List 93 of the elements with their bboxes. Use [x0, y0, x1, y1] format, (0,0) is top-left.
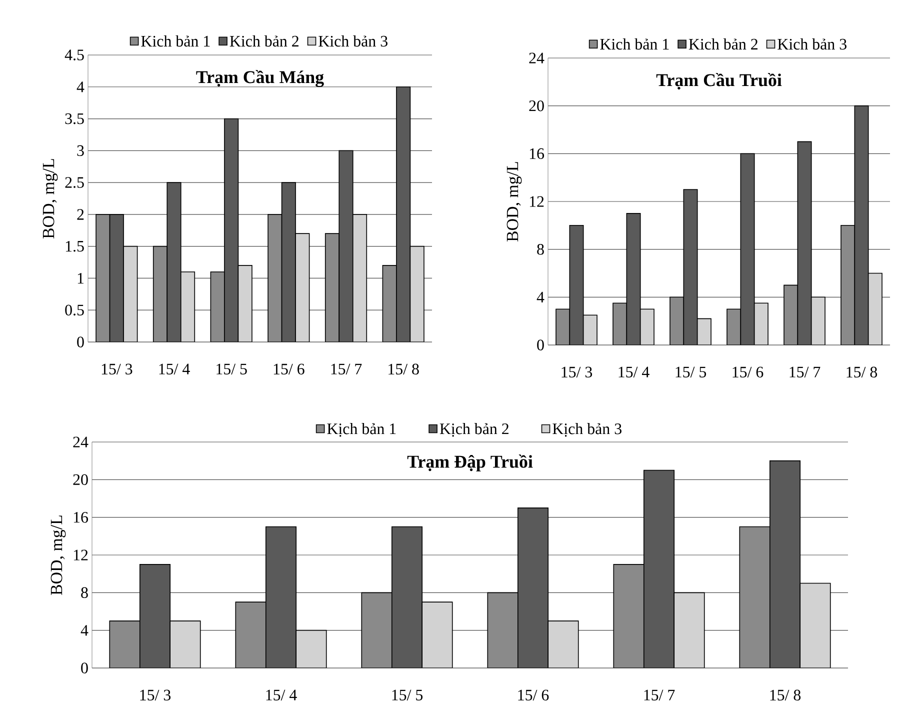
bar — [382, 265, 397, 342]
x-tick-label: 15/ 8 — [770, 690, 801, 701]
y-tick-label: 4.5 — [64, 50, 84, 60]
y-tick-label: 12 — [74, 550, 88, 560]
bar — [784, 284, 798, 345]
x-tick-label: 15/ 4 — [266, 690, 297, 700]
bar — [123, 246, 138, 342]
x-tick-label: 15/ 4 — [618, 366, 650, 378]
bar — [612, 302, 628, 345]
y-tick-label: 1.5 — [66, 240, 84, 252]
x-tick-label: 15/ 7 — [790, 366, 820, 378]
x-tick-label: 15/ 6 — [732, 366, 764, 378]
bar — [739, 526, 770, 668]
bar — [726, 308, 742, 345]
x-tick-label: 15/ 5 — [392, 690, 423, 700]
y-tick-label: 16 — [530, 148, 544, 160]
bar — [868, 272, 882, 345]
y-tick-label: 2.5 — [65, 177, 84, 188]
x-tick-label: 15/ 3 — [102, 364, 132, 374]
bar — [696, 318, 712, 345]
x-tick-label: 15/ 6 — [518, 690, 549, 700]
bar — [640, 308, 654, 345]
y-tick-label: 16 — [74, 512, 88, 523]
y-tick-label: 4 — [80, 625, 88, 636]
y-tick-label: 0 — [537, 340, 544, 350]
bar — [582, 314, 598, 345]
bar — [670, 296, 684, 345]
legend-label: Kich bản 2 — [230, 35, 298, 47]
legend-label: Kich bản 3 — [318, 35, 388, 47]
bar — [238, 265, 252, 342]
bar — [180, 271, 196, 342]
y-tick-label: 3.5 — [65, 113, 84, 124]
bar — [840, 225, 856, 345]
legend-label: Kịch bản 2 — [440, 423, 508, 437]
y-tick-label: 12 — [530, 196, 544, 207]
y-axis-title: BOD, mg/L — [42, 159, 58, 238]
x-tick-label: 15/ 7 — [331, 364, 362, 374]
y-tick-label: 8 — [537, 244, 544, 255]
x-tick-label: 15/ 3 — [562, 366, 592, 378]
y-tick-label: 8 — [81, 587, 88, 598]
legend-label: Kich bản 1 — [600, 38, 669, 50]
legend-label: Kịch bản 3 — [552, 423, 622, 437]
x-tick-label: 15/ 8 — [388, 364, 419, 375]
y-tick-label: 4 — [536, 292, 544, 302]
bar — [210, 271, 225, 342]
legend-label: Kich bản 3 — [778, 38, 846, 50]
x-tick-label: 15/ 5 — [216, 364, 247, 374]
bar — [548, 620, 579, 668]
text: Trạm Đập Truồi — [407, 454, 533, 472]
bar — [235, 602, 266, 668]
y-axis-title: BOD, mg/L — [506, 162, 522, 242]
bar — [295, 233, 310, 342]
bar — [410, 246, 424, 342]
y-tick-label: 3 — [77, 145, 84, 156]
bar — [109, 620, 140, 668]
y-tick-label: 4 — [76, 82, 84, 92]
x-tick-label: 15/ 6 — [274, 364, 304, 374]
bar — [613, 564, 644, 668]
y-tick-label: 20 — [73, 474, 88, 486]
text: Trạm Cầu Truồi — [656, 72, 782, 90]
y-tick-label: 0 — [77, 336, 84, 348]
y-tick-label: 0.5 — [65, 304, 84, 316]
y-tick-label: 24 — [73, 436, 88, 448]
bar — [754, 302, 768, 345]
bar — [487, 592, 518, 668]
bar — [674, 592, 705, 668]
bar — [324, 233, 340, 342]
y-axis-title: BOD, mg/L — [50, 516, 66, 595]
bar — [800, 582, 831, 668]
bar — [422, 602, 453, 668]
y-tick-label: 0 — [81, 662, 88, 674]
bar — [268, 214, 282, 342]
x-tick-label: 15/ 7 — [644, 690, 675, 700]
x-tick-label: 15/ 4 — [159, 364, 190, 374]
y-tick-label: 24 — [529, 52, 544, 64]
text: Trạm Cầu Máng — [196, 70, 324, 87]
bar — [352, 214, 368, 342]
x-tick-label: 15/ 3 — [140, 690, 171, 700]
legend-label: Kịch bản 1 — [327, 423, 396, 437]
legend-label: Kich bản 1 — [141, 35, 210, 47]
x-tick-label: 15/ 8 — [846, 366, 878, 378]
y-tick-label: 1 — [78, 272, 84, 284]
legend-label: Kich bản 2 — [688, 38, 758, 50]
bar — [152, 246, 168, 342]
x-tick-label: 15/ 5 — [676, 366, 706, 378]
y-tick-label: 2 — [77, 209, 84, 220]
bar — [96, 214, 110, 342]
bar — [810, 296, 826, 345]
bar — [296, 630, 327, 668]
y-tick-label: 20 — [529, 100, 544, 112]
bar — [556, 308, 570, 345]
bar — [361, 592, 392, 668]
bar — [170, 620, 201, 668]
